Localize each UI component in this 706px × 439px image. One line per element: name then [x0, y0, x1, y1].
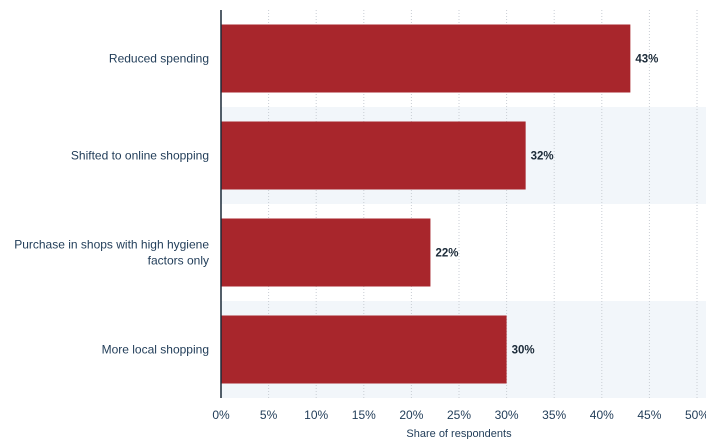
x-tick-label: 35% [542, 408, 566, 422]
x-tick-label: 40% [590, 408, 614, 422]
bar [221, 121, 526, 190]
data-label: 32% [531, 151, 554, 163]
data-label: 30% [512, 345, 535, 357]
x-tick-label: 30% [495, 408, 519, 422]
category-label: Reduced spending [109, 52, 209, 66]
category-label: Shifted to online shopping [71, 149, 209, 163]
x-tick-label: 10% [304, 408, 328, 422]
x-tick-label: 25% [447, 408, 471, 422]
bar [221, 218, 431, 287]
x-tick-label: 45% [637, 408, 661, 422]
x-tick-label: 15% [352, 408, 376, 422]
category-label: More local shopping [102, 343, 209, 357]
bar [221, 24, 631, 93]
category-label: Purchase in shops with high hygiene facto… [14, 238, 209, 268]
data-labels: 43% 32% 22% 30% [435, 54, 658, 357]
x-tick-label: 5% [260, 408, 278, 422]
category-labels: Reduced spending Shifted to online shoppi… [14, 52, 209, 357]
x-tick-label: 50% [685, 408, 706, 422]
x-tick-label: 0% [212, 408, 230, 422]
data-label: 43% [635, 54, 658, 66]
x-tick-labels: 0% 5% 10% 15% 20% 25% 30% 35% 40% 45% 50% [212, 408, 706, 422]
data-label: 22% [435, 248, 458, 260]
x-tick-label: 20% [399, 408, 423, 422]
x-axis-title: Share of respondents [406, 428, 512, 439]
bar [221, 315, 507, 384]
bars [221, 24, 631, 384]
